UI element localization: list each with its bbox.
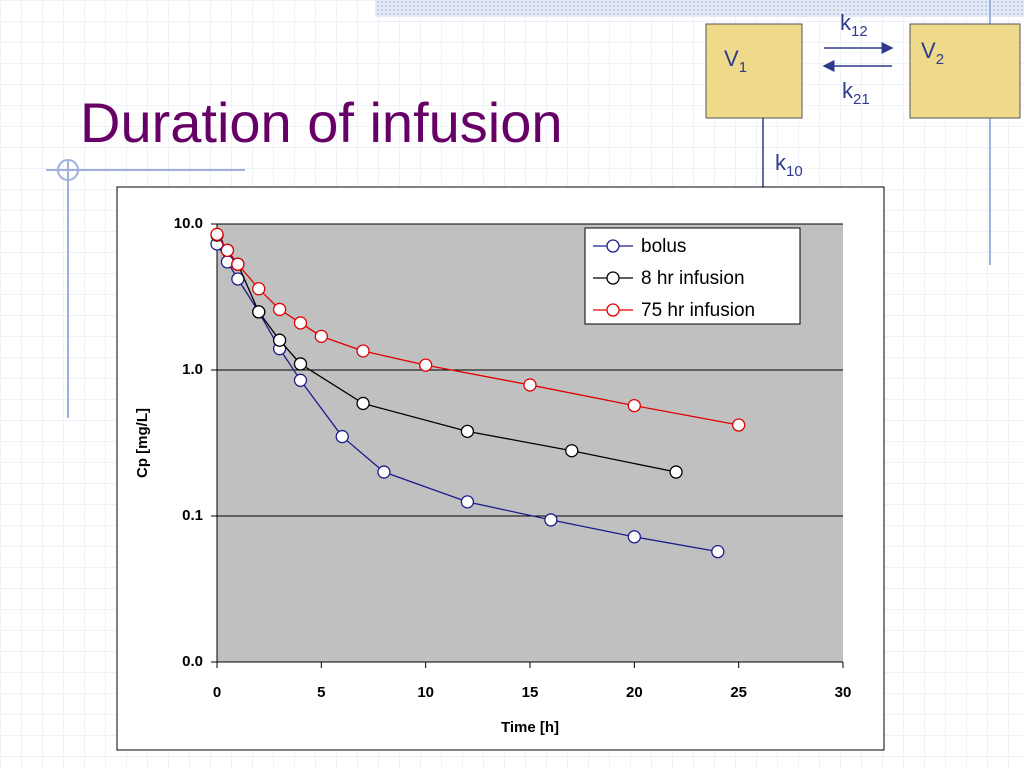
data-point (669, 465, 683, 479)
y-tick-label: 10.0 (174, 215, 203, 232)
top-band (375, 0, 1024, 17)
data-point (252, 282, 266, 296)
compartment-label: V1 (724, 46, 747, 76)
x-tick-label: 0 (213, 684, 221, 701)
data-point (627, 398, 641, 413)
decor-circle (57, 159, 79, 181)
legend-marker (606, 239, 620, 253)
data-point (210, 227, 224, 241)
x-tick-label: 5 (317, 684, 325, 701)
data-point (293, 316, 308, 330)
legend-marker (606, 303, 620, 317)
data-point (460, 495, 475, 509)
data-point (377, 465, 391, 479)
data-point (231, 257, 245, 271)
data-point (314, 329, 328, 344)
data-point (335, 429, 349, 444)
x-tick-label: 30 (835, 684, 852, 701)
legend-label: bolus (641, 236, 686, 257)
legend-label: 8 hr infusion (641, 268, 745, 289)
compartment-box (909, 23, 1021, 119)
data-point (627, 530, 641, 544)
data-point (252, 305, 266, 319)
legend-box (584, 227, 801, 325)
data-point (272, 302, 287, 317)
data-point (419, 358, 433, 372)
data-point (293, 357, 308, 371)
rate-label: k10 (775, 150, 803, 180)
data-point (544, 513, 558, 527)
data-point (293, 373, 308, 387)
data-point (220, 243, 235, 257)
compartment-box (705, 23, 803, 119)
data-point (356, 344, 370, 358)
y-tick-label: 0.0 (182, 653, 203, 670)
data-point (460, 424, 475, 439)
chart: 0.0 0.1 1.0 10.0 0 5 10 15 20 25 30 bolus 8 hr infus… (174, 215, 852, 701)
y-tick-label: 1.0 (182, 361, 203, 378)
legend-label: 75 hr infusion (641, 300, 755, 321)
rate-label: k12 (840, 10, 868, 40)
compartment-label: V2 (921, 38, 944, 68)
rate-label: k21 (842, 78, 870, 108)
y-tick-label: 0.1 (182, 507, 203, 524)
data-point (523, 378, 537, 392)
data-point (565, 444, 579, 458)
slide-title: Duration of infusion (80, 91, 563, 154)
data-point (711, 544, 725, 559)
data-point (356, 396, 370, 411)
x-tick-label: 20 (626, 684, 643, 701)
x-axis-label: Time [h] (501, 719, 559, 736)
y-axis-label: Cp [mg/L] (134, 408, 151, 478)
legend-marker (606, 271, 620, 285)
x-tick-label: 25 (730, 684, 747, 701)
data-point (272, 333, 287, 347)
x-tick-label: 15 (522, 684, 539, 701)
x-tick-label: 10 (417, 684, 434, 701)
data-point (732, 418, 746, 432)
